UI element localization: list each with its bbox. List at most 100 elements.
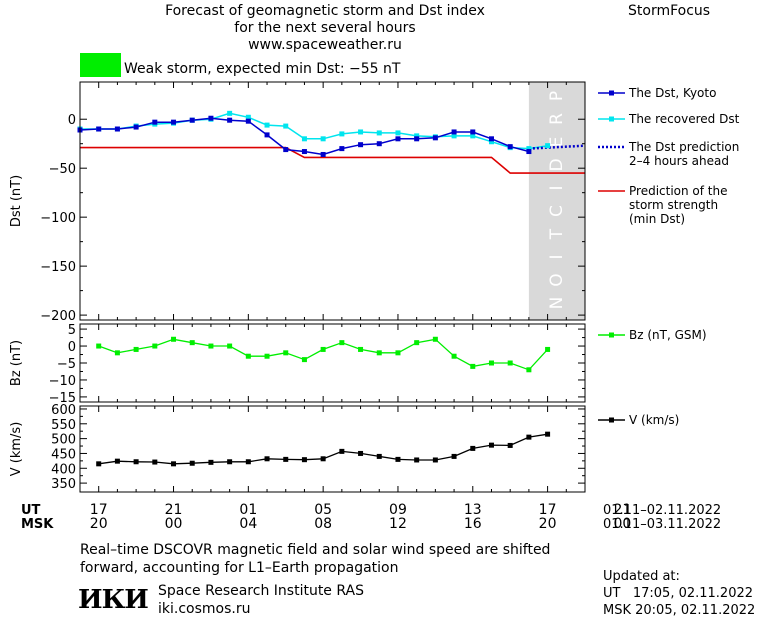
msk-date-range: 01.11–03.11.2022 — [603, 517, 721, 532]
chart-title: Forecast of geomagnetic storm and Dst in… — [0, 3, 650, 54]
bz-point — [283, 350, 289, 356]
bz-point — [526, 367, 532, 373]
bz-point — [376, 350, 382, 356]
x-tick-label-msk: 08 — [314, 516, 332, 532]
legend: The Dst, Kyoto The recovered Dst The Dst p… — [598, 86, 740, 427]
dst-kyoto-point — [451, 129, 457, 135]
speed-point — [526, 434, 532, 440]
y-tick-label: −5 — [57, 357, 76, 372]
dst-recovered-point — [227, 110, 233, 116]
dst-kyoto-point — [152, 119, 158, 125]
footnote-line-1: Real–time DSCOVR magnetic field and sola… — [80, 542, 551, 558]
speed-point — [133, 459, 139, 465]
prediction-letter: R — [547, 113, 567, 125]
prediction-letter: T — [547, 228, 567, 240]
speed-point — [414, 457, 420, 463]
prediction-letter: D — [547, 158, 567, 171]
title-line-url[interactable]: www.spaceweather.ru — [248, 37, 402, 53]
dst-kyoto-point — [133, 124, 139, 130]
speed-point — [171, 461, 177, 467]
speed-point — [488, 442, 494, 448]
bz-point — [189, 340, 195, 346]
storm-prediction-legend-label: (min Dst) — [629, 212, 685, 226]
dst-kyoto-point — [208, 115, 214, 121]
updated-info: Updated at: UT 17:05, 02.11.2022 MSK 20:… — [603, 568, 755, 619]
speed-point — [376, 453, 382, 459]
bz-point — [208, 343, 214, 349]
speed-point — [545, 431, 551, 437]
prediction-letter: O — [547, 273, 567, 286]
bz-point — [339, 340, 345, 346]
footnote-line-2: forward, accounting for L1–Earth propaga… — [80, 560, 399, 576]
speed-point — [395, 456, 401, 462]
dst-kyoto-point — [283, 147, 289, 153]
x-tick-label-msk: 00 — [613, 516, 631, 532]
y-axis-label: V (km/s) — [9, 422, 24, 477]
y-tick-label: −50 — [49, 162, 76, 177]
footnote: Real–time DSCOVR magnetic field and sola… — [80, 541, 550, 577]
bz-point — [114, 350, 120, 356]
dst-kyoto-point — [245, 118, 251, 124]
y-tick-label: 0 — [68, 340, 76, 355]
dst-kyoto-legend-label: The Dst, Kyoto — [628, 86, 716, 100]
institute-name: Space Research Institute RAS — [158, 583, 364, 599]
bz-point — [414, 340, 420, 346]
bz-point — [507, 360, 513, 366]
speed-legend-label: V (km/s) — [629, 413, 679, 427]
bz-point — [245, 353, 251, 359]
updated-msk: MSK 20:05, 02.11.2022 — [603, 603, 756, 618]
dst-recovered-point — [339, 131, 345, 137]
dst-kyoto-point — [301, 149, 307, 155]
y-tick-label: −200 — [40, 309, 76, 324]
updated-ut: UT 17:05, 02.11.2022 — [603, 586, 754, 601]
x-tick-label-ut: 01 — [239, 502, 257, 518]
dst-recovered-point — [395, 130, 401, 136]
bz-point — [451, 353, 457, 359]
y-tick-label: 600 — [51, 403, 76, 418]
speed-point — [320, 456, 326, 462]
x-tick-label-msk: 04 — [239, 516, 257, 532]
speed-point — [208, 459, 214, 465]
dst-kyoto-point — [414, 136, 420, 142]
dst-kyoto-point — [264, 132, 270, 138]
y-tick-label: 350 — [51, 477, 76, 492]
panel-frame — [79, 81, 586, 321]
storm-prediction-legend-label: Prediction of the — [629, 184, 728, 198]
x-tick-label-ut: 17 — [539, 502, 557, 518]
x-tick-label-msk: 12 — [389, 516, 407, 532]
x-tick-label-msk: 20 — [90, 516, 108, 532]
dst-kyoto-point — [171, 119, 177, 125]
dst-prediction-line — [528, 144, 586, 150]
dst-kyoto-point — [339, 146, 345, 152]
dst-recovered-point — [301, 136, 307, 142]
ut-date-range: 01.11–02.11.2022 — [603, 503, 721, 518]
x-tick-label-ut: 05 — [314, 502, 332, 518]
bz-point — [545, 346, 551, 352]
bz-point — [301, 357, 307, 363]
dst-kyoto-point — [507, 144, 513, 150]
series-lines — [79, 112, 586, 465]
dst-prediction-legend-label: The Dst prediction — [628, 140, 739, 154]
prediction-letter: N — [547, 297, 567, 310]
storm-level-swatch — [80, 53, 121, 77]
y-tick-label: −15 — [49, 391, 76, 406]
speed-point — [339, 448, 345, 454]
speed-point — [432, 457, 438, 463]
dst-kyoto-point — [470, 129, 476, 135]
bz-point — [264, 353, 270, 359]
bz-point — [395, 350, 401, 356]
speed-point — [152, 459, 158, 465]
institute-link[interactable]: iki.cosmos.ru — [158, 601, 251, 617]
iki-logo: ИКИ — [78, 585, 149, 615]
speed-point — [96, 461, 102, 467]
dst-kyoto-point — [432, 135, 438, 141]
x-tick-label-ut: 09 — [389, 502, 407, 518]
bz-point — [488, 360, 494, 366]
y-tick-label: 5 — [68, 323, 76, 338]
bz-point — [320, 346, 326, 352]
bz-point — [96, 343, 102, 349]
dst-kyoto-swatch-marker — [609, 90, 614, 96]
dst-recovered-point — [488, 139, 494, 145]
dst-kyoto-point — [488, 136, 494, 142]
x-tick-label-msk: 20 — [539, 516, 557, 532]
